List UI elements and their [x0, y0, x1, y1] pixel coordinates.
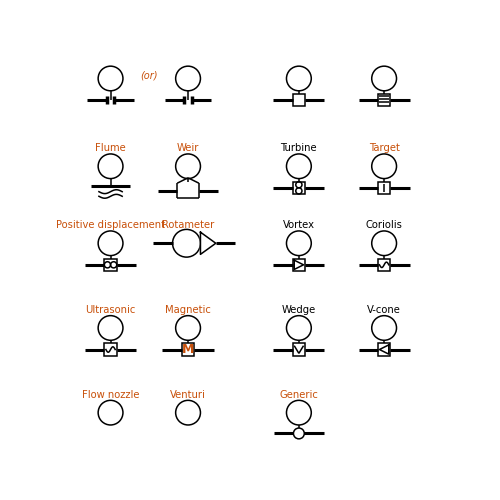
Text: Generic: Generic	[280, 390, 318, 400]
Text: M: M	[182, 343, 194, 356]
Bar	[292, 344, 305, 355]
Text: Rotameter: Rotameter	[162, 220, 214, 230]
Text: Coriolis: Coriolis	[366, 220, 403, 230]
Text: Venturi: Venturi	[170, 390, 206, 400]
Bar	[292, 182, 305, 194]
Bar	[182, 344, 194, 355]
Text: Turbine: Turbine	[280, 143, 317, 153]
Polygon shape	[200, 232, 216, 254]
Bar	[378, 182, 390, 194]
Bar	[378, 258, 390, 271]
Bar	[292, 94, 305, 106]
Text: Target: Target	[368, 143, 400, 153]
Bar	[292, 258, 305, 271]
Bar	[104, 258, 117, 271]
Bar	[378, 344, 390, 355]
Text: (or): (or)	[140, 70, 158, 81]
Text: Positive displacement: Positive displacement	[56, 220, 165, 230]
Text: Ultrasonic: Ultrasonic	[86, 305, 136, 315]
Bar	[378, 94, 390, 106]
Text: Flume: Flume	[95, 143, 126, 153]
Text: Weir: Weir	[177, 143, 199, 153]
Text: V-cone: V-cone	[367, 305, 401, 315]
Bar	[104, 344, 117, 355]
Text: Flow nozzle: Flow nozzle	[82, 390, 140, 400]
Text: Vortex: Vortex	[283, 220, 315, 230]
Text: Wedge: Wedge	[282, 305, 316, 315]
Text: Magnetic: Magnetic	[165, 305, 211, 315]
